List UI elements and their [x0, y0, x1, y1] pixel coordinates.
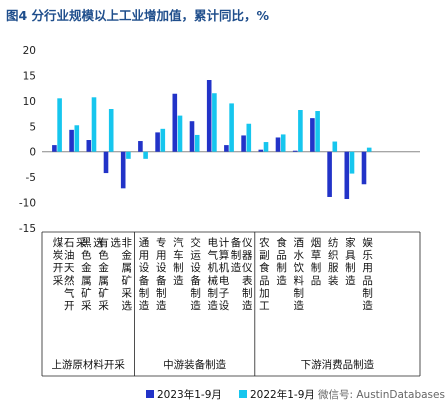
category-label: 汽车制造 [173, 236, 184, 287]
legend-label: 2022年1-9月 [250, 388, 315, 401]
svg-text:非金属矿采选: 非金属矿采选 [122, 237, 133, 312]
svg-text:娱乐用品制造: 娱乐用品制造 [362, 236, 373, 312]
y-tick-label: 5 [29, 121, 36, 133]
bar-series-2022 [178, 116, 183, 152]
bar-series-2023 [173, 94, 178, 152]
svg-text:仪器仪表制造: 仪器仪表制造 [242, 237, 253, 312]
bar-series-2022 [75, 125, 80, 151]
bar-series-2022 [315, 111, 320, 152]
bar-series-2023 [69, 130, 74, 152]
bar-series-2023 [259, 150, 264, 152]
bar-series-2023 [190, 121, 195, 152]
bar-series-2022 [57, 98, 62, 151]
svg-text:黑色金属矿采: 黑色金属矿采 [81, 237, 92, 312]
category-label: 酒水饮料制造 [294, 236, 305, 312]
bar-series-2022 [126, 152, 131, 159]
legend-swatch [146, 390, 154, 398]
svg-text:石油天然气开: 石油天然气开 [64, 237, 75, 312]
bar-series-2022 [92, 97, 97, 151]
bar-series-2022 [195, 135, 200, 152]
bar-series-2023 [310, 118, 315, 152]
bar-series-2023 [241, 135, 246, 151]
bar-series-2023 [207, 80, 212, 152]
bar-series-2022 [143, 152, 148, 159]
y-tick-label: 0 [29, 147, 36, 159]
bar-series-2022 [350, 152, 355, 174]
bar-series-2022 [247, 124, 252, 152]
svg-text:食品制造: 食品制造 [276, 236, 287, 287]
category-label: 食品制造 [276, 236, 287, 287]
svg-text:烟草制品: 烟草制品 [311, 236, 322, 287]
bar-series-2022 [264, 142, 269, 152]
bar-series-2023 [276, 137, 281, 151]
bar-series-2022 [281, 134, 286, 151]
group-label: 上游原材料开采 [51, 358, 125, 371]
category-label: 电气机械制造 [208, 236, 219, 312]
y-tick-label: -10 [19, 198, 36, 210]
bar-series-2023 [138, 141, 143, 152]
bar-series-2023 [104, 152, 109, 173]
category-label: 家具制造 [345, 236, 356, 287]
svg-text:计算机电子设: 计算机电子设 [219, 236, 230, 312]
bar-series-2023 [345, 152, 350, 199]
bar-series-2023 [327, 152, 332, 197]
svg-text:通用设备制造: 通用设备制造 [139, 237, 150, 312]
bar-series-2022 [212, 93, 217, 151]
svg-text:煤炭开采: 煤炭开采 [53, 236, 64, 287]
category-label: 交运设备制造 [190, 236, 201, 312]
legend-label: 2023年1-9月 [157, 388, 222, 401]
bar-series-2023 [362, 152, 367, 185]
svg-text:家具制造: 家具制造 [345, 236, 356, 287]
bar-series-2022 [229, 103, 234, 151]
category-label: 娱乐用品制造 [362, 236, 373, 312]
category-label: 农副食品加工 [259, 236, 270, 312]
category-label: 烟草制品 [311, 236, 322, 287]
category-label: 非金属矿采选 [122, 237, 133, 312]
y-tick-label: -5 [26, 172, 36, 184]
category-label: 专用设备制造 [156, 236, 167, 312]
svg-text:选: 选 [110, 236, 121, 249]
watermark-text: 微信号: AustinDatabases [318, 388, 445, 401]
category-label: 仪器仪表制造 [242, 237, 253, 312]
svg-text:电气机械制造: 电气机械制造 [208, 236, 219, 312]
bar-series-2022 [367, 148, 372, 152]
svg-text:纺织服装: 纺织服装 [328, 236, 339, 287]
bar-series-2023 [121, 152, 126, 189]
bar-series-2023 [224, 145, 229, 152]
legend-swatch [239, 390, 247, 398]
bar-series-2022 [333, 142, 338, 152]
svg-text:有色金属矿采: 有色金属矿采 [98, 236, 109, 312]
svg-text:农副食品加工: 农副食品加工 [259, 236, 270, 312]
bar-series-2023 [87, 140, 92, 152]
bar-series-2022 [109, 109, 114, 152]
y-tick-label: 15 [23, 70, 36, 82]
bar-series-2023 [293, 151, 298, 152]
bar-series-2022 [161, 129, 166, 152]
svg-text:酒水饮料制造: 酒水饮料制造 [294, 236, 305, 312]
y-tick-label: 10 [23, 96, 36, 108]
svg-text:汽车制造: 汽车制造 [173, 236, 184, 287]
y-tick-label: -15 [19, 223, 36, 235]
category-label: 通用设备制造 [139, 237, 150, 312]
group-label: 下游消费品制造 [301, 358, 375, 371]
bar-series-2023 [52, 145, 57, 152]
svg-text:专用设备制造: 专用设备制造 [156, 236, 167, 312]
bar-series-2022 [298, 110, 303, 152]
group-label: 中游装备制造 [163, 358, 226, 371]
y-tick-label: 20 [23, 45, 36, 57]
svg-text:交运设备制造: 交运设备制造 [190, 236, 201, 312]
category-label: 煤炭开采 [53, 236, 64, 287]
svg-text:备制造: 备制造 [231, 236, 242, 274]
category-label: 纺织服装 [328, 236, 339, 287]
bar-series-2023 [155, 132, 160, 151]
